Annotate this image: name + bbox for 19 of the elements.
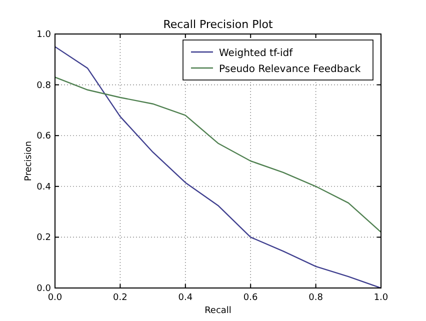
y-tick-label: 0.4 (36, 182, 52, 192)
x-axis-title: Recall (204, 306, 232, 316)
y-tick-label: 0.2 (36, 233, 51, 244)
x-tick-label: 0.6 (243, 293, 258, 303)
legend-label: Weighted tf-idf (219, 48, 294, 59)
x-tick-label: 1.0 (374, 293, 388, 303)
x-tick-label: 0.2 (113, 293, 128, 303)
y-tick-label: 0.6 (36, 132, 52, 142)
y-tick-label: 0.8 (36, 80, 52, 91)
line-series (55, 76, 381, 233)
y-tick-label: 1.0 (36, 30, 52, 40)
x-tick-label: 0.0 (48, 293, 62, 303)
legend-label: Pseudo Relevance Feedback (219, 64, 361, 75)
y-axis-title: Precision (24, 140, 34, 182)
x-tick-label: 0.4 (178, 293, 193, 303)
chart-title: Recall Precision Plot (163, 18, 274, 31)
y-tick-label: 0.0 (36, 284, 52, 294)
line-series (55, 46, 381, 289)
x-tick-label: 0.8 (308, 293, 324, 303)
